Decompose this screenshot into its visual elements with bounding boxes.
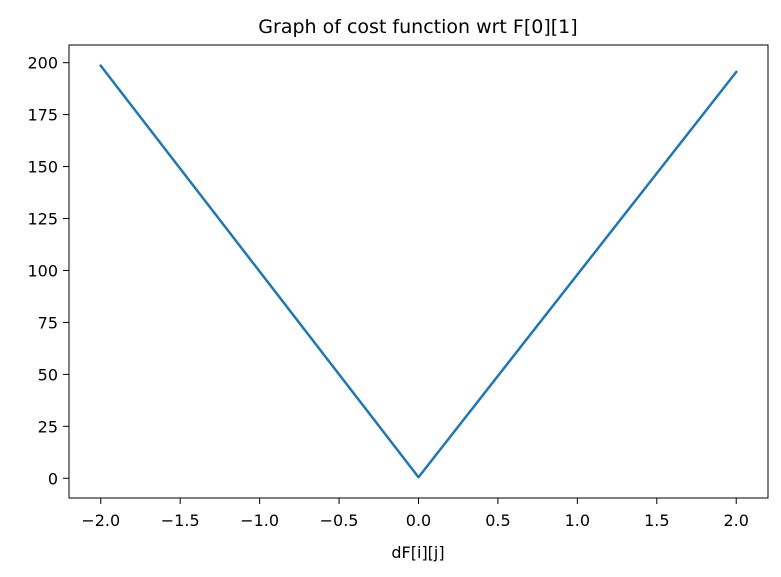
x-tick-label: −0.5 <box>320 511 359 530</box>
y-tick-label: 150 <box>27 158 58 177</box>
plot-frame <box>68 44 769 499</box>
plot-area: −2.0 −1.5 −1.0 −0.5 0.0 0.5 1.0 1.5 2.0 0 25 50 75 1… <box>27 44 769 530</box>
x-tick-label: 1.5 <box>644 511 669 530</box>
plot-background <box>69 45 768 498</box>
y-tick-label: 200 <box>27 54 58 73</box>
y-axis-ticks: 0 25 50 75 100 125 150 175 200 <box>27 54 69 488</box>
x-tick-label: 2.0 <box>724 511 749 530</box>
y-tick-label: 25 <box>38 417 58 436</box>
x-tick-label: 0.5 <box>485 511 510 530</box>
y-tick-label: 100 <box>27 261 58 280</box>
x-axis-label: dF[i][j] <box>391 543 444 562</box>
y-tick-label: 125 <box>27 210 58 229</box>
y-tick-label: 175 <box>27 106 58 125</box>
x-tick-label: −2.0 <box>81 511 120 530</box>
x-tick-label: 1.0 <box>565 511 590 530</box>
y-tick-label: 0 <box>48 469 58 488</box>
series-line <box>99 64 738 479</box>
y-tick-label: 75 <box>38 313 58 332</box>
x-tick-label: −1.0 <box>240 511 279 530</box>
chart-title: Graph of cost function wrt F[0][1] <box>258 16 577 38</box>
x-tick-label: −1.5 <box>161 511 200 530</box>
x-tick-label: 0.0 <box>406 511 431 530</box>
x-axis-ticks: −2.0 −1.5 −1.0 −0.5 0.0 0.5 1.0 1.5 2.0 <box>81 498 749 530</box>
y-tick-label: 50 <box>38 365 58 384</box>
series-layer <box>99 64 738 479</box>
